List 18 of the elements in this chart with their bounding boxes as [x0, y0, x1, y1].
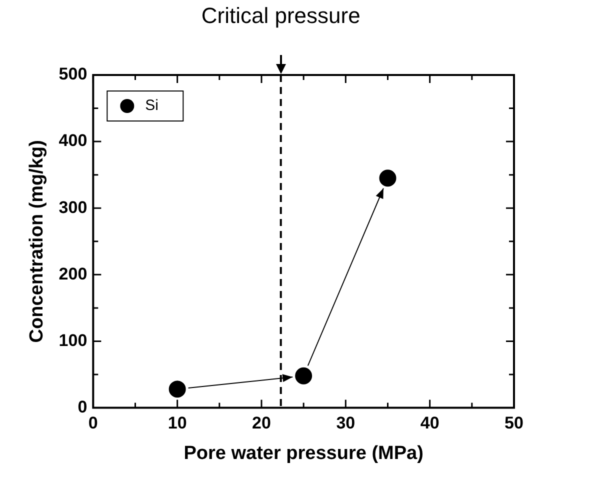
y-tick-label: 100 — [58, 330, 88, 350]
x-tick-label: 50 — [504, 414, 524, 433]
y-tick-label: 0 — [78, 397, 88, 416]
x-tick-label: 30 — [336, 414, 356, 433]
ref-line-label: Critical pressure — [201, 3, 360, 28]
point — [379, 170, 396, 187]
x-axis-title: Pore water pressure (MPa) — [184, 442, 424, 464]
point — [168, 380, 186, 398]
legend-label: Si — [145, 97, 159, 114]
x-tick-label: 20 — [252, 414, 271, 433]
point — [295, 367, 312, 384]
y-axis-title: Concentration (mg/kg) — [26, 140, 48, 343]
x-tick-label: 40 — [420, 414, 440, 433]
y-tick-label: 200 — [58, 264, 88, 284]
y-tick-label: 300 — [58, 198, 88, 217]
y-tick-label: 500 — [58, 64, 88, 84]
y-tick-label: 400 — [58, 131, 88, 150]
x-tick-label: 10 — [168, 414, 187, 433]
